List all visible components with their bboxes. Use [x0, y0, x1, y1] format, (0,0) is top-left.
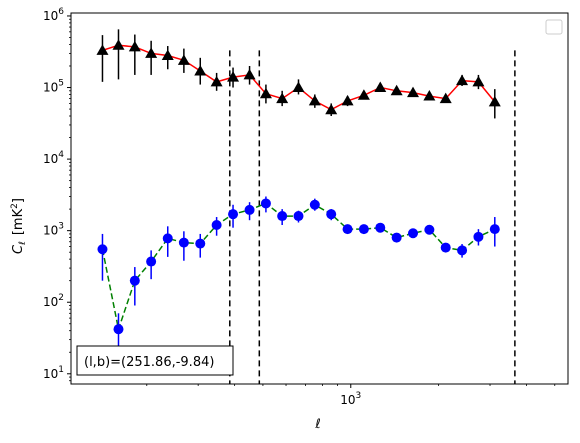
- circle-marker: [277, 211, 288, 222]
- series-1: [97, 196, 500, 362]
- circle-marker: [162, 233, 173, 244]
- triangle-marker: [128, 40, 141, 52]
- y-axis-label: Cℓ[mK2]: [10, 198, 28, 254]
- plot-frame: [70, 12, 569, 385]
- triangle-marker: [227, 71, 240, 82]
- series-line: [102, 44, 496, 111]
- circle-marker: [457, 245, 468, 256]
- triangle-marker: [177, 54, 190, 65]
- circle-marker: [326, 209, 337, 220]
- vertical-lines: [229, 50, 516, 384]
- circle-marker: [195, 238, 206, 249]
- circle-marker: [473, 231, 484, 242]
- circle-marker: [440, 242, 451, 253]
- circle-marker: [178, 237, 189, 248]
- y-tick-label: 101: [43, 365, 64, 381]
- x-axis-label: ℓ: [314, 417, 320, 432]
- axis-ticks: 101 102 103 104 105 106 103: [43, 7, 556, 407]
- y-tick-label: 104: [43, 150, 64, 166]
- triangle-marker: [341, 94, 354, 106]
- circle-marker: [228, 209, 239, 220]
- triangle-marker: [423, 90, 436, 101]
- triangle-marker: [439, 92, 452, 104]
- circle-marker: [97, 244, 108, 255]
- x-tick-label: 103: [340, 391, 361, 407]
- circle-marker: [309, 199, 320, 210]
- y-tick-label: 105: [43, 79, 64, 95]
- legend-box: [545, 19, 563, 35]
- circle-marker: [244, 204, 255, 215]
- triangle-marker: [407, 86, 420, 98]
- circle-marker: [211, 219, 222, 230]
- triangle-marker: [472, 75, 485, 87]
- series-layer: [96, 29, 501, 362]
- triangle-marker: [488, 95, 501, 107]
- circle-marker: [489, 224, 500, 235]
- y-tick-label: 102: [43, 293, 64, 309]
- circle-marker: [113, 324, 124, 335]
- triangle-marker: [456, 74, 469, 86]
- triangle-marker: [194, 65, 207, 76]
- triangle-marker: [374, 81, 387, 93]
- y-tick-label: 103: [43, 222, 64, 238]
- triangle-marker: [357, 89, 370, 100]
- triangle-marker: [161, 49, 174, 61]
- triangle-marker: [210, 75, 223, 87]
- triangle-marker: [112, 39, 125, 50]
- y-tick-label: 106: [43, 7, 64, 23]
- triangle-marker: [276, 92, 289, 104]
- circle-marker: [391, 232, 402, 243]
- circle-marker: [408, 228, 419, 239]
- triangle-marker: [325, 103, 338, 115]
- circle-marker: [146, 256, 157, 267]
- circle-marker: [358, 224, 369, 235]
- triangle-marker: [145, 47, 158, 58]
- circle-marker: [293, 211, 304, 222]
- circle-marker: [129, 275, 140, 286]
- triangle-marker: [390, 84, 403, 96]
- circle-marker: [342, 224, 353, 235]
- annotation-box: [76, 345, 234, 376]
- series-0: [96, 29, 501, 119]
- triangle-marker: [259, 87, 272, 99]
- triangle-marker: [96, 44, 109, 55]
- circle-marker: [375, 222, 386, 233]
- triangle-marker: [308, 94, 321, 106]
- triangle-marker: [292, 81, 305, 93]
- annotation-text: (l,b)=(251.86,-9.84): [84, 355, 214, 370]
- circle-marker: [424, 224, 435, 235]
- circle-marker: [260, 198, 271, 209]
- y-axis-label-group: Cℓ[mK2]: [10, 198, 28, 254]
- triangle-marker: [243, 68, 256, 80]
